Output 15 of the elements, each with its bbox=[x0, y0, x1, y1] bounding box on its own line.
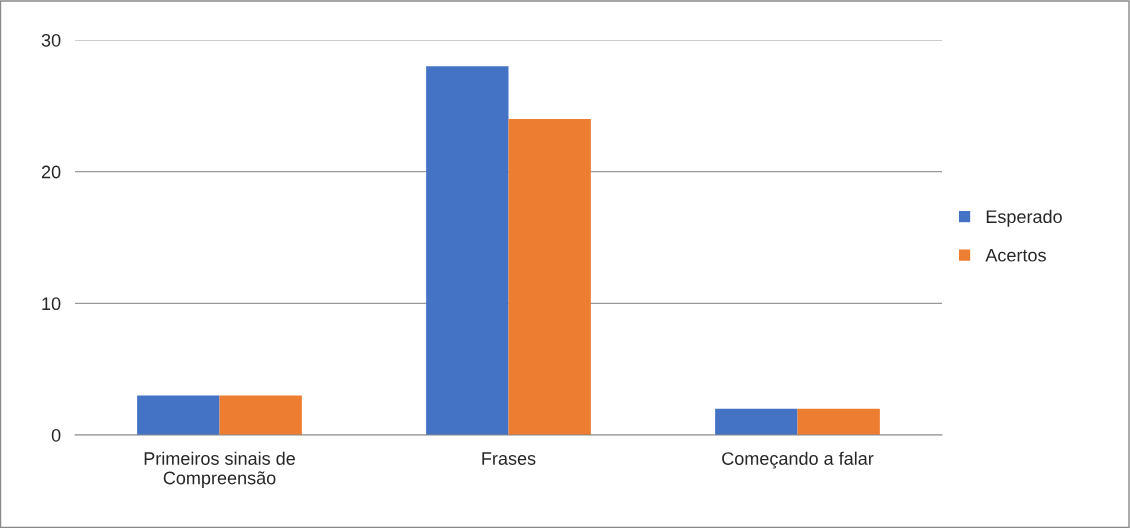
bar bbox=[137, 395, 220, 435]
y-tick-label: 20 bbox=[41, 165, 61, 179]
x-tick-label: Começando a falar bbox=[722, 451, 874, 469]
y-tick-label: 10 bbox=[42, 297, 61, 311]
x-tick-label: Primeiros sinais de Compreensão bbox=[144, 451, 295, 488]
x-tick-label: Frases bbox=[482, 452, 536, 465]
legend-label: Esperado bbox=[986, 209, 1062, 227]
bar bbox=[508, 119, 591, 435]
bar bbox=[426, 66, 509, 435]
bar bbox=[219, 395, 302, 435]
y-tick-label: 30 bbox=[41, 33, 61, 47]
bar bbox=[797, 408, 880, 435]
y-tick-label: 0 bbox=[51, 428, 61, 442]
legend-label: Acertos bbox=[985, 249, 1046, 262]
bar bbox=[715, 408, 798, 435]
